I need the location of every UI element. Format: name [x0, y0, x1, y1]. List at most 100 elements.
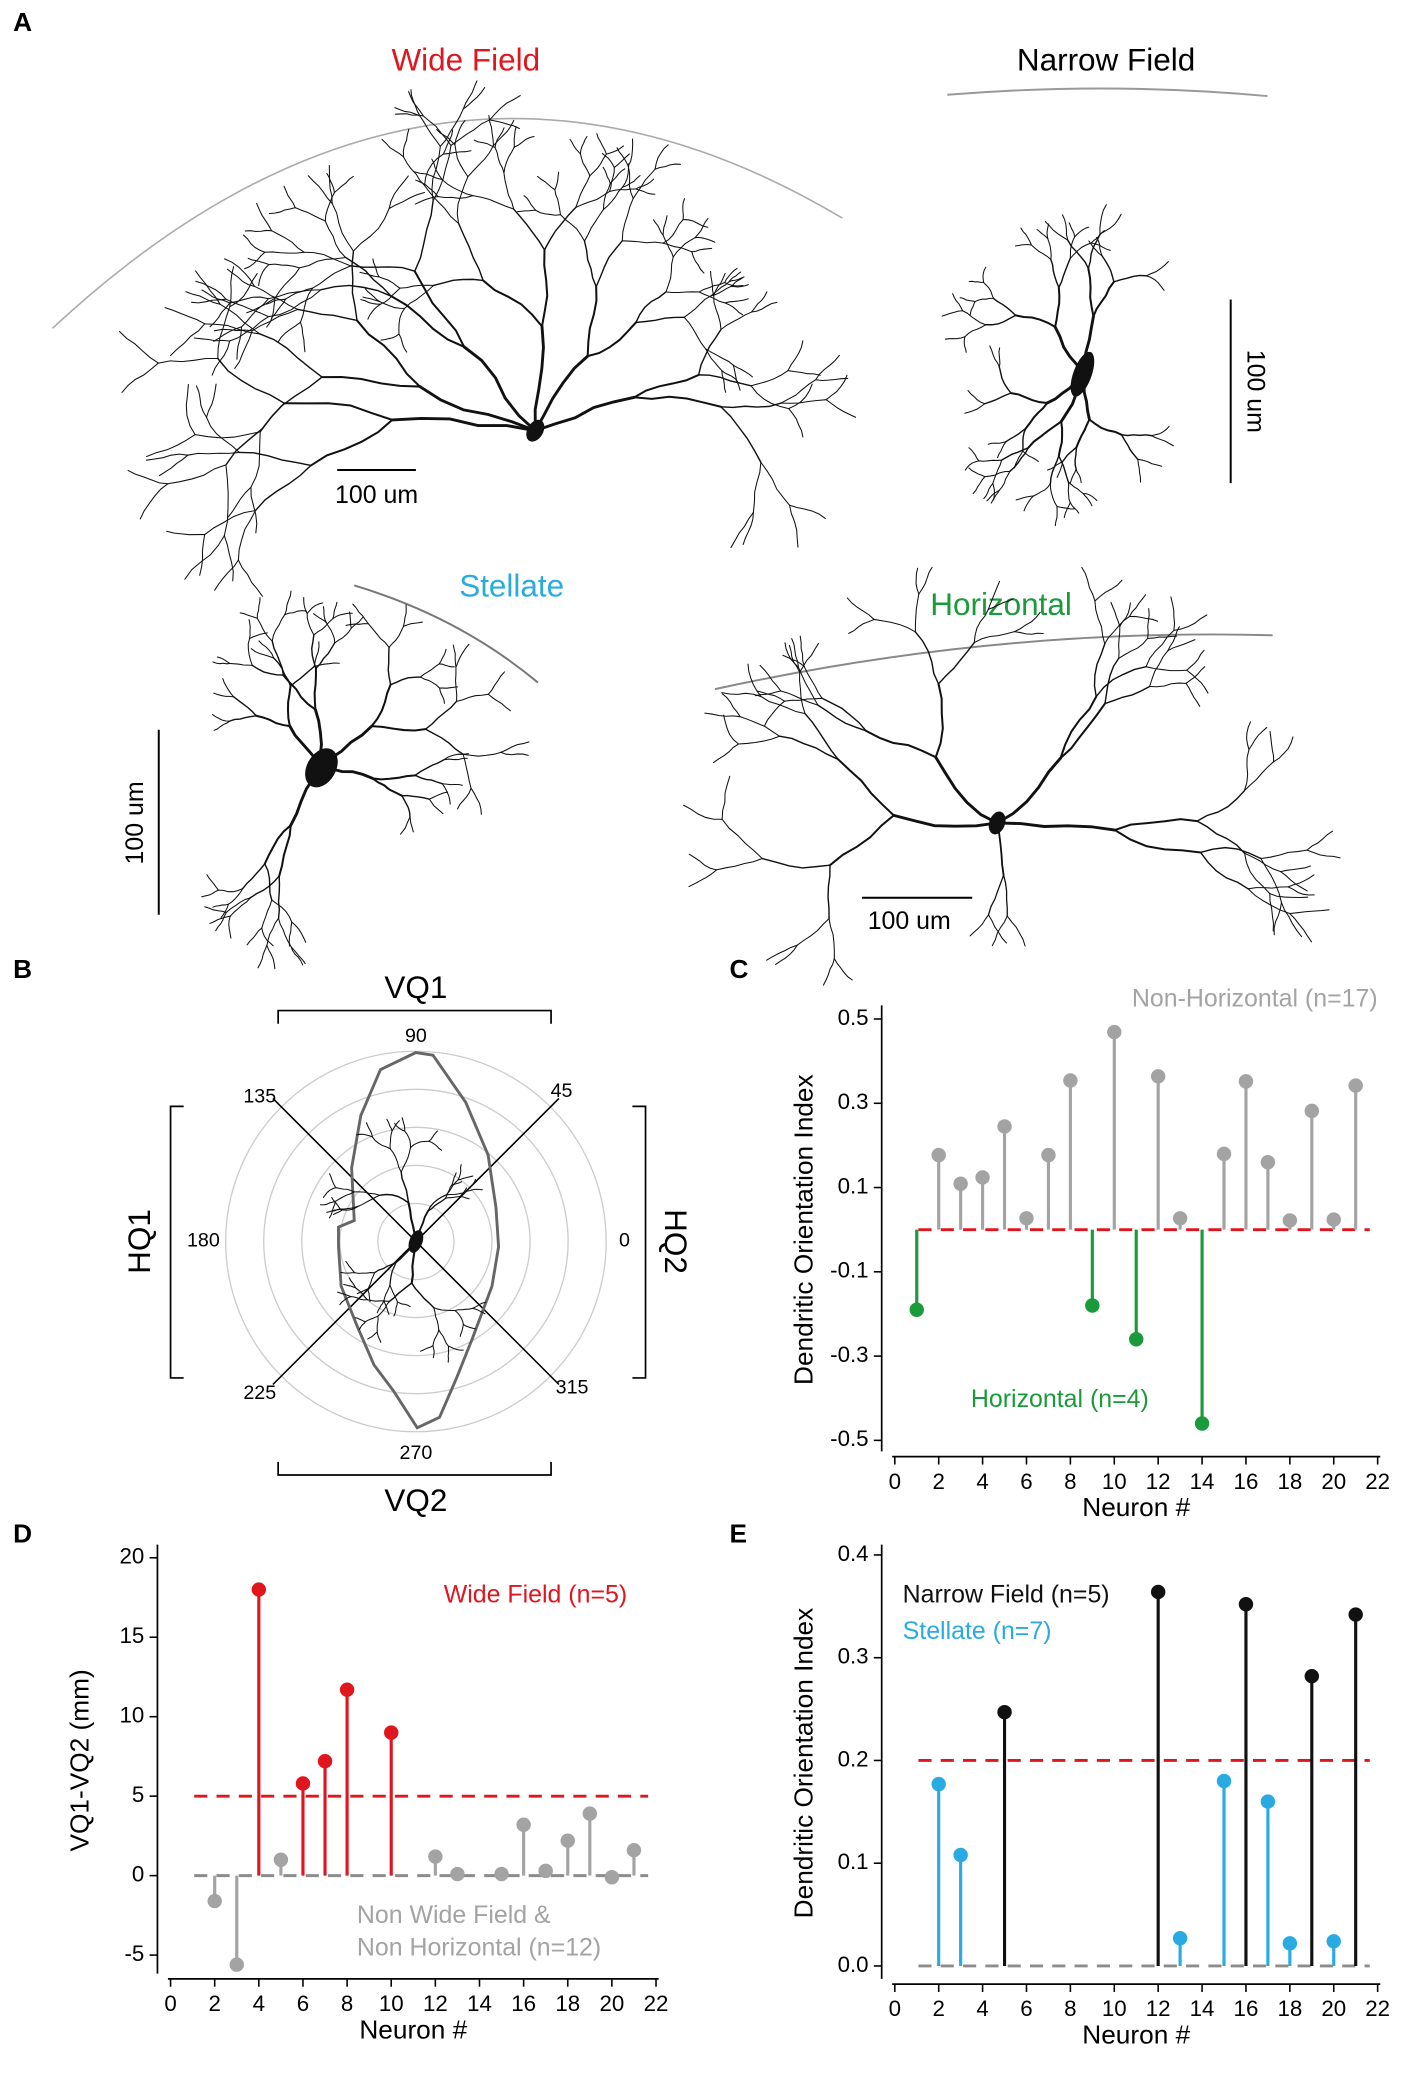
dendrite: [215, 560, 239, 590]
dendrite: [970, 302, 975, 316]
stem-head: [274, 1853, 288, 1867]
dendrite: [999, 367, 1011, 393]
dendrite: [1122, 435, 1152, 436]
dendrite: [1088, 234, 1100, 268]
dendrite: [457, 694, 489, 701]
dendrite: [213, 715, 230, 722]
dendrite: [402, 1118, 405, 1131]
dendrite: [501, 752, 528, 755]
dendrite: [781, 400, 826, 404]
dendrite: [838, 759, 893, 815]
dendrite: [373, 259, 379, 277]
dendrite: [538, 176, 555, 189]
dendrite: [847, 598, 874, 620]
dendrite: [218, 888, 242, 891]
quadrant-label: HQ1: [122, 1209, 157, 1274]
dendrite: [789, 384, 812, 408]
dendrite: [353, 604, 369, 624]
dendrite: [314, 619, 333, 635]
dendrite: [816, 355, 840, 379]
y-tick-label: 5: [132, 1782, 144, 1807]
angle-label: 225: [243, 1382, 276, 1404]
dendrite: [721, 407, 761, 462]
dendrite: [524, 196, 536, 211]
dendrite: [278, 322, 301, 342]
dendrite: [247, 928, 262, 945]
dendrite: [460, 1196, 469, 1198]
dendrite: [1187, 650, 1204, 670]
dendrite: [279, 876, 280, 918]
dendrite: [257, 203, 272, 230]
x-tick-label: 0: [889, 1996, 901, 2021]
dendrite: [224, 536, 233, 581]
dendrite: [1015, 632, 1044, 635]
stem-head: [1239, 1074, 1253, 1088]
x-tick-label: 4: [976, 1996, 988, 2021]
dendrite: [218, 358, 285, 403]
dendrite: [695, 218, 708, 237]
dendrite: [451, 120, 490, 146]
stem-head: [1173, 1211, 1187, 1225]
dendrite: [468, 146, 494, 177]
dendrite: [1105, 617, 1130, 644]
x-tick-label: 14: [1190, 1996, 1215, 2021]
dendrite: [998, 442, 1006, 458]
dendrite: [1062, 447, 1076, 462]
dendrite: [1146, 276, 1164, 290]
dendrite: [816, 378, 848, 380]
dendrite: [722, 776, 730, 819]
x-tick-label: 8: [1064, 1996, 1076, 2021]
dendrite: [452, 1182, 461, 1185]
dendrite: [290, 667, 313, 687]
dendrite: [603, 167, 610, 183]
dendrite: [1082, 567, 1095, 601]
dendrite: [425, 701, 456, 729]
quadrant-label: HQ2: [658, 1209, 693, 1274]
dendrite: [1171, 597, 1175, 630]
stem-head: [384, 1725, 398, 1739]
dendrite: [751, 371, 788, 386]
dendrite: [731, 512, 753, 547]
dendrite: [684, 805, 723, 819]
dendrite: [403, 622, 422, 626]
quadrant-label: VQ2: [384, 1483, 447, 1518]
dendrite: [167, 531, 205, 534]
dendrite: [300, 322, 304, 351]
dendrite: [610, 189, 636, 191]
dendrite: [388, 647, 390, 684]
dendrite: [421, 664, 440, 677]
dendrite: [765, 701, 785, 726]
dendrite: [722, 694, 740, 717]
dendrite: [1270, 894, 1274, 931]
x-tick-label: 16: [1234, 1996, 1259, 2021]
dendrite: [1249, 727, 1267, 749]
dendrite: [988, 875, 1003, 915]
dendrite: [391, 296, 464, 347]
dendrite: [1100, 205, 1106, 234]
dendrite: [322, 377, 420, 387]
x-tick-label: 8: [1064, 1469, 1076, 1494]
dendrite: [570, 139, 580, 154]
stem-head: [605, 1870, 619, 1884]
dendrite: [250, 876, 279, 898]
dendrite: [590, 154, 607, 176]
bracket: [278, 1011, 551, 1024]
dendrite: [790, 505, 798, 547]
stem-head: [1107, 1025, 1121, 1039]
x-tick-label: 18: [555, 1991, 580, 2016]
dendrite: [753, 462, 760, 512]
dendrite: [341, 1272, 355, 1273]
dendrite: [1288, 887, 1314, 895]
y-tick-label: -5: [124, 1941, 144, 1966]
dendrite: [751, 386, 789, 409]
dendrite: [372, 1137, 390, 1149]
dendrite: [1075, 227, 1089, 237]
dendrite: [357, 320, 420, 386]
dendrite: [1055, 287, 1059, 326]
stem-head: [1041, 1148, 1055, 1162]
cell-title: Stellate: [459, 568, 564, 603]
dendrite: [259, 265, 269, 286]
dendrite: [1247, 722, 1251, 750]
dendrite: [440, 688, 445, 703]
dendrite: [1023, 428, 1026, 451]
